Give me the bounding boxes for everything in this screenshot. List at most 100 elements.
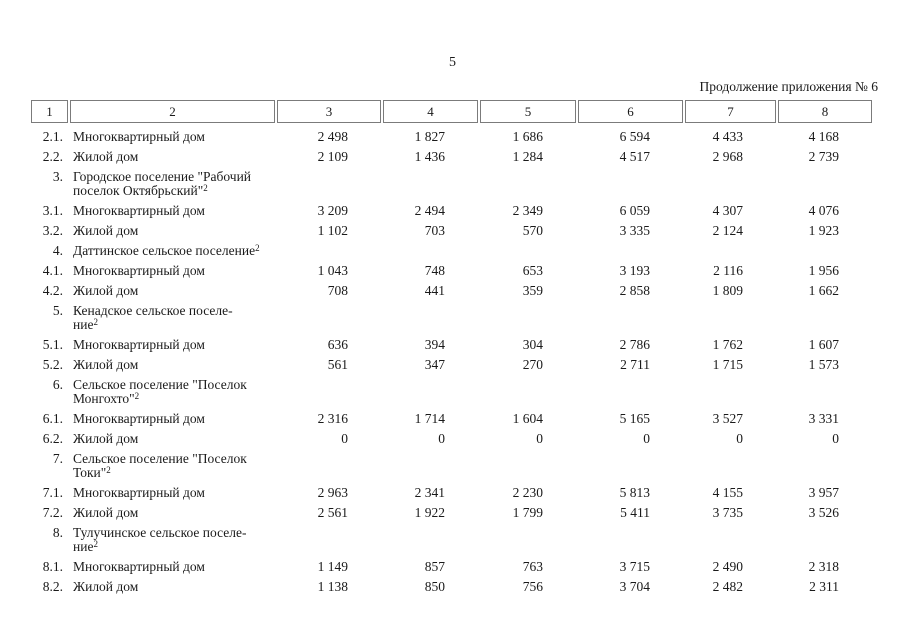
cell-value: 1 607 (808, 337, 839, 352)
cell-value: 2 968 (712, 149, 743, 164)
column-header: 8 (778, 100, 872, 123)
cell-value: 0 (736, 431, 743, 446)
cell-value (684, 449, 777, 483)
column-header: 1 (31, 100, 68, 123)
cell-value: 1 799 (512, 505, 543, 520)
cell-value (382, 241, 479, 261)
row-name: Жилой дом (73, 149, 139, 164)
cell-value: 347 (424, 357, 445, 372)
column-header: 7 (685, 100, 776, 123)
row-number: 4.1. (42, 263, 63, 278)
footnote-marker: 2 (106, 465, 111, 475)
cell-value: 2 230 (512, 485, 543, 500)
row-number: 5. (52, 303, 63, 318)
cell-value: 2 116 (713, 263, 743, 278)
cell-value (684, 167, 777, 201)
row-name: Тулучинское сельское поселе-ние2 (73, 525, 247, 554)
cell-value (777, 449, 873, 483)
cell-value: 2 561 (317, 505, 348, 520)
row-name: Многоквартирный дом (73, 263, 205, 278)
cell-value (382, 301, 479, 335)
cell-value: 3 704 (619, 579, 650, 594)
cell-value: 653 (522, 263, 543, 278)
cell-value (479, 523, 577, 557)
row-name: Жилой дом (73, 505, 139, 520)
column-header: 3 (277, 100, 381, 123)
cell-value: 1 686 (512, 129, 543, 144)
cell-value (777, 523, 873, 557)
cell-value (577, 523, 684, 557)
cell-value: 1 436 (414, 149, 445, 164)
cell-value: 2 318 (808, 559, 839, 574)
cell-value (382, 449, 479, 483)
cell-value: 0 (438, 431, 445, 446)
row-number: 3. (52, 169, 63, 184)
cell-value: 270 (522, 357, 543, 372)
cell-value: 3 526 (808, 505, 839, 520)
cell-value: 5 813 (619, 485, 650, 500)
row-name: Жилой дом (73, 223, 139, 238)
cell-value: 857 (424, 559, 445, 574)
cell-value (382, 375, 479, 409)
cell-value (479, 375, 577, 409)
cell-value: 2 124 (712, 223, 743, 238)
cell-value: 4 155 (712, 485, 743, 500)
cell-value: 1 923 (808, 223, 839, 238)
cell-value: 2 316 (317, 411, 348, 426)
cell-value: 2 786 (619, 337, 650, 352)
row-number: 8. (52, 525, 63, 540)
cell-value (684, 241, 777, 261)
cell-value (777, 167, 873, 201)
cell-value: 708 (327, 283, 348, 298)
cell-value: 2 858 (619, 283, 650, 298)
column-header: 2 (70, 100, 275, 123)
cell-value (276, 241, 382, 261)
cell-value: 4 307 (712, 203, 743, 218)
cell-value: 1 827 (414, 129, 445, 144)
row-number: 8.2. (42, 579, 63, 594)
cell-value: 1 149 (317, 559, 348, 574)
cell-value: 1 573 (808, 357, 839, 372)
continuation-note: Продолжение приложения № 6 (699, 79, 878, 94)
row-name: Многоквартирный дом (73, 559, 205, 574)
cell-value: 1 043 (317, 263, 348, 278)
row-number: 2.1. (42, 129, 63, 144)
footnote-marker: 2 (93, 539, 98, 549)
cell-value (276, 301, 382, 335)
cell-value: 1 714 (414, 411, 445, 426)
column-header: 5 (480, 100, 576, 123)
cell-value: 2 482 (712, 579, 743, 594)
row-name: Многоквартирный дом (73, 411, 205, 426)
cell-value (577, 449, 684, 483)
footnote-marker: 2 (93, 317, 98, 327)
cell-value: 3 715 (619, 559, 650, 574)
cell-value: 394 (424, 337, 445, 352)
row-number: 5.1. (42, 337, 63, 352)
row-number: 7.1. (42, 485, 63, 500)
cell-value (777, 241, 873, 261)
cell-value: 2 349 (512, 203, 543, 218)
cell-value (479, 449, 577, 483)
cell-value: 0 (643, 431, 650, 446)
cell-value: 2 311 (809, 579, 839, 594)
cell-value: 4 517 (619, 149, 650, 164)
cell-value: 6 594 (619, 129, 650, 144)
cell-value: 0 (341, 431, 348, 446)
cell-value (777, 301, 873, 335)
cell-value: 3 527 (712, 411, 743, 426)
data-table: 1 2 3 4 5 6 7 8 2.1. Многоквартирный дом 2 498 1 82… (30, 100, 873, 597)
cell-value: 1 809 (712, 283, 743, 298)
cell-value (276, 167, 382, 201)
cell-value: 2 963 (317, 485, 348, 500)
cell-value (276, 523, 382, 557)
cell-value: 1 662 (808, 283, 839, 298)
row-number: 4.2. (42, 283, 63, 298)
row-number: 3.1. (42, 203, 63, 218)
row-name: Городское поселение "Рабочий поселок Октя… (73, 169, 252, 198)
cell-value (577, 375, 684, 409)
cell-value (577, 241, 684, 261)
cell-value (479, 241, 577, 261)
row-name: Многоквартирный дом (73, 337, 205, 352)
cell-value: 3 331 (808, 411, 839, 426)
cell-value: 4 433 (712, 129, 743, 144)
